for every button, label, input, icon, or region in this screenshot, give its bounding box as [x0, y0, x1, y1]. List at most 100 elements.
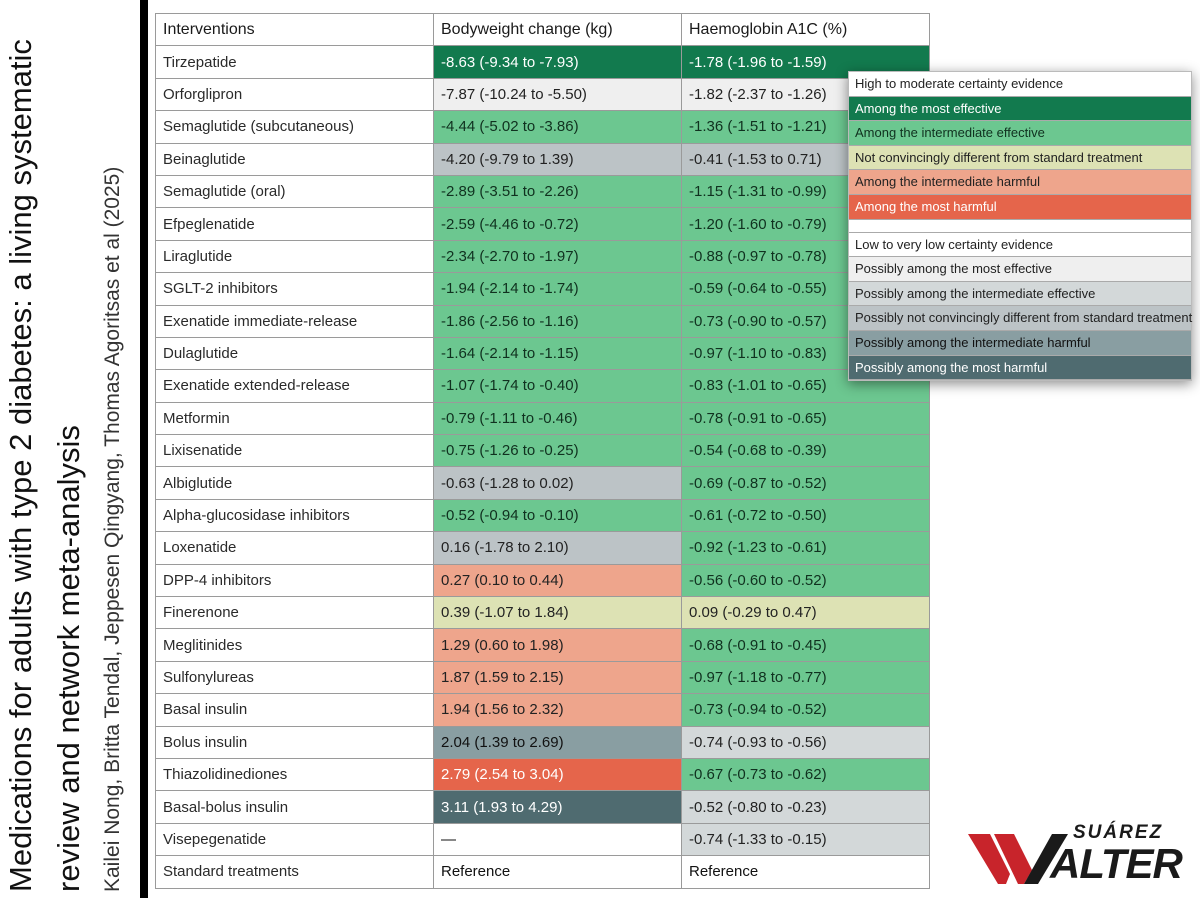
- bodyweight-cell: -4.20 (-9.79 to 1.39): [433, 142, 682, 176]
- intervention-name: Sulfonylureas: [155, 660, 434, 695]
- a1c-cell: Reference: [681, 855, 930, 889]
- col-header-bodyweight: Bodyweight change (kg): [433, 12, 682, 47]
- intervention-name: Alpha-glucosidase inhibitors: [155, 498, 434, 533]
- col-header-a1c: Haemoglobin A1C (%): [681, 12, 930, 47]
- intervention-name: Exenatide extended-release: [155, 369, 434, 403]
- bodyweight-cell: -1.94 (-2.14 to -1.74): [433, 272, 682, 306]
- intervention-name: Finerenone: [155, 596, 434, 630]
- table-row: Efpeglenatide -2.59 (-4.46 to -0.72) -1.20…: [155, 207, 930, 241]
- table-row: DPP-4 inhibitors 0.27 (0.10 to 0.44) -0.56…: [155, 563, 930, 598]
- title-line-1: Medications for adults with type 2 diabe…: [3, 39, 38, 892]
- legend-item: Among the intermediate harmful: [849, 170, 1191, 195]
- legend-item: Not convincingly different from standard…: [849, 145, 1191, 171]
- vertical-divider: [140, 0, 148, 898]
- a1c-cell: -0.78 (-0.91 to -0.65): [681, 401, 930, 436]
- intervention-name: Basal insulin: [155, 693, 434, 727]
- intervention-name: Dulaglutide: [155, 336, 434, 371]
- title-line-2: review and network meta-analysis: [51, 425, 86, 892]
- bodyweight-cell: -2.89 (-3.51 to -2.26): [433, 174, 682, 209]
- table-row: Loxenatide 0.16 (-1.78 to 2.10) -0.92 (-1.…: [155, 531, 930, 565]
- bodyweight-cell: Reference: [433, 855, 682, 889]
- table-row: Basal insulin 1.94 (1.56 to 2.32) -0.73 (-…: [155, 693, 930, 727]
- table-row: Thiazolidinediones 2.79 (2.54 to 3.04) -0.…: [155, 757, 930, 792]
- table-row: Bolus insulin 2.04 (1.39 to 2.69) -0.74 (-…: [155, 725, 930, 759]
- bodyweight-cell: -2.34 (-2.70 to -1.97): [433, 239, 682, 274]
- bodyweight-cell: 0.27 (0.10 to 0.44): [433, 563, 682, 598]
- bodyweight-cell: -0.52 (-0.94 to -0.10): [433, 498, 682, 533]
- intervention-name: Beinaglutide: [155, 142, 434, 176]
- bodyweight-cell: 0.39 (-1.07 to 1.84): [433, 596, 682, 630]
- a1c-cell: -0.73 (-0.94 to -0.52): [681, 693, 930, 727]
- table-row: Basal-bolus insulin 3.11 (1.93 to 4.29) -0…: [155, 790, 930, 824]
- a1c-cell: -0.52 (-0.80 to -0.23): [681, 790, 930, 824]
- intervention-name: Standard treatments: [155, 855, 434, 889]
- results-table: Interventions Bodyweight change (kg) Hae…: [155, 12, 930, 889]
- intervention-name: Basal-bolus insulin: [155, 790, 434, 824]
- intervention-name: Albiglutide: [155, 466, 434, 500]
- legend-item: Possibly among the most harmful: [849, 355, 1191, 381]
- table-row: Exenatide immediate-release -1.86 (-2.56 …: [155, 304, 930, 338]
- intervention-name: Efpeglenatide: [155, 207, 434, 241]
- intervention-name: Liraglutide: [155, 239, 434, 274]
- authors-line: Kailei Nong, Britta Tendal, Jeppesen Qin…: [101, 166, 124, 892]
- intervention-name: SGLT-2 inhibitors: [155, 272, 434, 306]
- table-row: Meglitinides 1.29 (0.60 to 1.98) -0.68 (-0…: [155, 628, 930, 662]
- table-row: Exenatide extended-release -1.07 (-1.74 t…: [155, 369, 930, 403]
- a1c-cell: -0.69 (-0.87 to -0.52): [681, 466, 930, 500]
- bodyweight-cell: 2.04 (1.39 to 2.69): [433, 725, 682, 759]
- intervention-name: Bolus insulin: [155, 725, 434, 759]
- table-row: SGLT-2 inhibitors -1.94 (-2.14 to -1.74) -…: [155, 272, 930, 306]
- table-row: Orforglipron -7.87 (-10.24 to -5.50) -1.82…: [155, 77, 930, 112]
- a1c-cell: -0.97 (-1.18 to -0.77): [681, 660, 930, 695]
- a1c-cell: 0.09 (-0.29 to 0.47): [681, 596, 930, 630]
- bodyweight-cell: -0.79 (-1.11 to -0.46): [433, 401, 682, 436]
- table-row: Visepegenatide — -0.74 (-1.33 to -0.15): [155, 822, 930, 857]
- bodyweight-cell: -1.07 (-1.74 to -0.40): [433, 369, 682, 403]
- table-row: Lixisenatide -0.75 (-1.26 to -0.25) -0.54 …: [155, 434, 930, 468]
- legend-item: Among the most effective: [849, 96, 1191, 122]
- intervention-name: Orforglipron: [155, 77, 434, 112]
- legend-item: Possibly among the most effective: [849, 257, 1191, 282]
- bodyweight-cell: 1.94 (1.56 to 2.32): [433, 693, 682, 727]
- a1c-cell: -0.92 (-1.23 to -0.61): [681, 531, 930, 565]
- logo-top-text: SUÁREZ: [1073, 822, 1164, 843]
- bodyweight-cell: 3.11 (1.93 to 4.29): [433, 790, 682, 824]
- a1c-cell: -0.67 (-0.73 to -0.62): [681, 757, 930, 792]
- bodyweight-cell: -4.44 (-5.02 to -3.86): [433, 110, 682, 144]
- legend-panel: High to moderate certainty evidence Among…: [848, 71, 1192, 382]
- intervention-name: Semaglutide (oral): [155, 174, 434, 209]
- intervention-name: Metformin: [155, 401, 434, 436]
- table-row: Metformin -0.79 (-1.11 to -0.46) -0.78 (-0…: [155, 401, 930, 436]
- bodyweight-cell: -2.59 (-4.46 to -0.72): [433, 207, 682, 241]
- bodyweight-cell: -1.86 (-2.56 to -1.16): [433, 304, 682, 338]
- legend-header-high: High to moderate certainty evidence: [849, 72, 1191, 97]
- table-row: Standard treatments Reference Reference: [155, 855, 930, 889]
- bodyweight-cell: 1.87 (1.59 to 2.15): [433, 660, 682, 695]
- intervention-name: Meglitinides: [155, 628, 434, 662]
- table-row: Finerenone 0.39 (-1.07 to 1.84) 0.09 (-0.2…: [155, 596, 930, 630]
- walter-suarez-logo: SUÁREZ ALTER: [968, 822, 1183, 888]
- table-row: Alpha-glucosidase inhibitors -0.52 (-0.94…: [155, 498, 930, 533]
- table-body: Tirzepatide -8.63 (-9.34 to -7.93) -1.78 (…: [155, 45, 930, 889]
- intervention-name: Exenatide immediate-release: [155, 304, 434, 338]
- intervention-name: Thiazolidinediones: [155, 757, 434, 792]
- table-row: Albiglutide -0.63 (-1.28 to 0.02) -0.69 (-…: [155, 466, 930, 500]
- a1c-cell: -1.78 (-1.96 to -1.59): [681, 45, 930, 79]
- bodyweight-cell: 2.79 (2.54 to 3.04): [433, 757, 682, 792]
- table-row: Dulaglutide -1.64 (-2.14 to -1.15) -0.97 (…: [155, 336, 930, 371]
- intervention-name: DPP-4 inhibitors: [155, 563, 434, 598]
- bodyweight-cell: -0.63 (-1.28 to 0.02): [433, 466, 682, 500]
- a1c-cell: -0.74 (-1.33 to -0.15): [681, 822, 930, 857]
- side-title: Medications for adults with type 2 diabe…: [0, 0, 150, 898]
- intervention-name: Semaglutide (subcutaneous): [155, 110, 434, 144]
- logo-bottom-text: ALTER: [1050, 840, 1183, 887]
- bodyweight-cell: -8.63 (-9.34 to -7.93): [433, 45, 682, 79]
- legend-header-low: Low to very low certainty evidence: [849, 232, 1191, 258]
- col-header-interventions: Interventions: [155, 12, 434, 47]
- table-row: Semaglutide (subcutaneous) -4.44 (-5.02 t…: [155, 110, 930, 144]
- a1c-cell: -0.54 (-0.68 to -0.39): [681, 434, 930, 468]
- legend-gap: [849, 219, 1191, 233]
- a1c-cell: -0.68 (-0.91 to -0.45): [681, 628, 930, 662]
- table-row: Sulfonylureas 1.87 (1.59 to 2.15) -0.97 (-…: [155, 660, 930, 695]
- bodyweight-cell: 0.16 (-1.78 to 2.10): [433, 531, 682, 565]
